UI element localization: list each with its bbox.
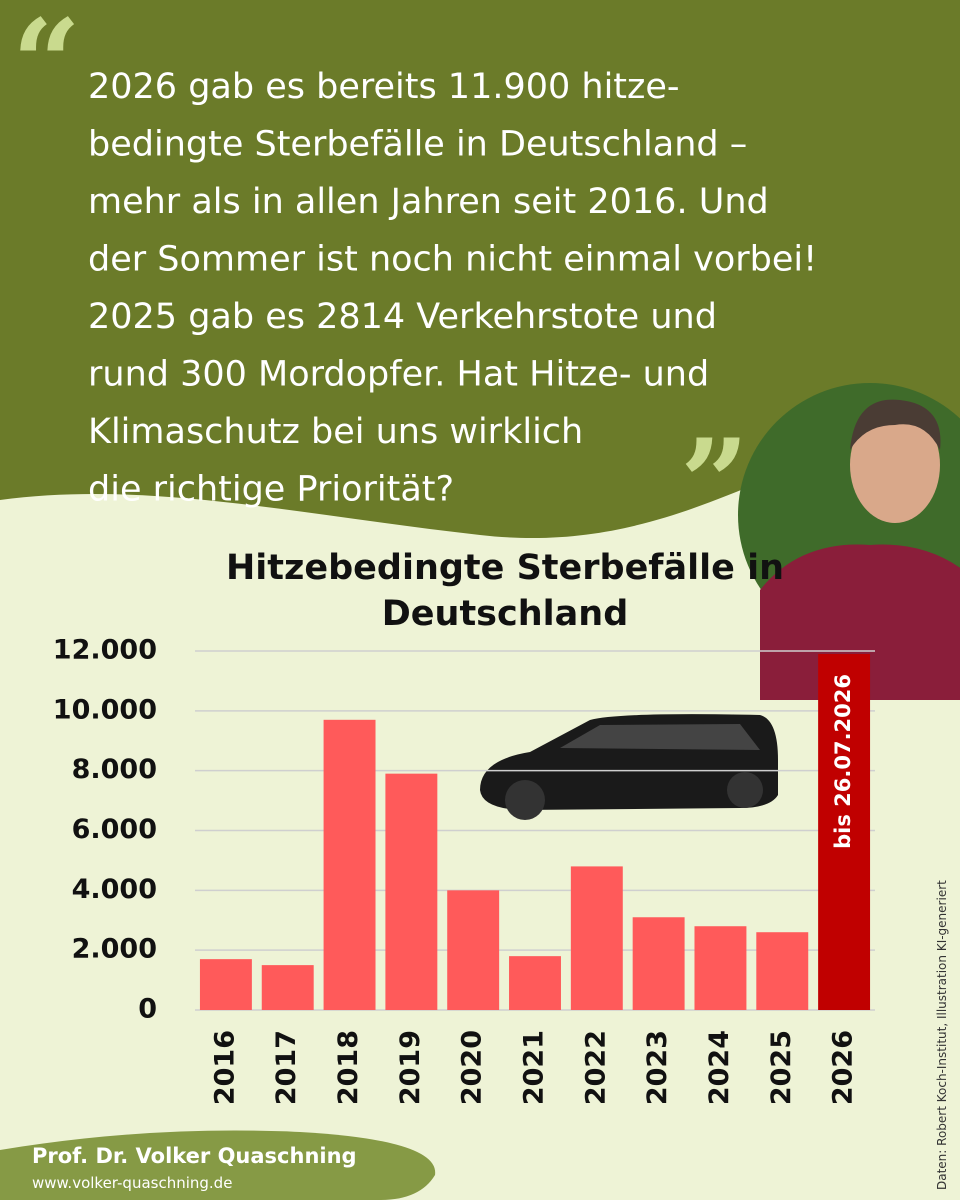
bar bbox=[447, 890, 500, 1010]
chart-title: Hitzebedingte Sterbefälle in Deutschland bbox=[225, 548, 784, 634]
quote-line: mehr als in allen Jahren seit 2016. Und bbox=[88, 182, 769, 222]
quote-line: Klimaschutz bei uns wirklich bbox=[88, 412, 583, 452]
quote-line: bedingte Sterbefälle in Deutschland – bbox=[88, 125, 747, 165]
x-tick-label: 2017 bbox=[271, 1030, 302, 1105]
x-tick-label: 2016 bbox=[209, 1030, 240, 1105]
y-tick-label: 0 bbox=[138, 994, 157, 1025]
bar bbox=[261, 965, 314, 1010]
quote-line: rund 300 Mordopfer. Hat Hitze- und bbox=[88, 355, 709, 395]
bar bbox=[818, 653, 871, 1010]
bar-annotation: bis 26.07.2026 bbox=[831, 674, 855, 849]
bar bbox=[509, 956, 561, 1010]
portrait bbox=[738, 383, 960, 700]
bar bbox=[199, 959, 252, 1010]
x-tick-label: 2025 bbox=[766, 1030, 797, 1105]
x-tick-label: 2020 bbox=[457, 1030, 488, 1105]
bar bbox=[756, 932, 809, 1010]
bar bbox=[570, 866, 623, 1010]
footer-background bbox=[0, 1130, 436, 1200]
quote-line: 2025 gab es 2814 Verkehrstote und bbox=[88, 297, 717, 337]
x-tick-label: 2026 bbox=[828, 1030, 859, 1105]
bar bbox=[632, 917, 685, 1010]
bar bbox=[694, 926, 747, 1010]
x-tick-label: 2023 bbox=[642, 1030, 673, 1105]
x-tick-label: 2019 bbox=[395, 1030, 426, 1105]
y-tick-label: 10.000 bbox=[53, 694, 157, 725]
x-tick-label: 2024 bbox=[704, 1030, 735, 1105]
x-tick-label: 2022 bbox=[580, 1030, 611, 1105]
x-tick-label: 2021 bbox=[519, 1030, 550, 1105]
author-name: Prof. Dr. Volker Quaschning bbox=[32, 1144, 357, 1168]
quote-open: “ bbox=[12, 0, 81, 134]
source-note: Daten: Robert Koch-Institut, Illustratio… bbox=[935, 880, 949, 1190]
y-tick-label: 8.000 bbox=[72, 754, 157, 785]
quote-line: der Sommer ist noch nicht einmal vorbei! bbox=[88, 240, 817, 280]
y-tick-label: 6.000 bbox=[72, 814, 157, 845]
bar bbox=[323, 719, 376, 1010]
hearse-illustration bbox=[480, 714, 778, 820]
header-background bbox=[0, 0, 960, 539]
quote-line: die richtige Priorität? bbox=[88, 470, 454, 510]
y-tick-label: 12.000 bbox=[53, 635, 157, 666]
quote-line: 2026 gab es bereits 11.900 hitze- bbox=[88, 67, 680, 107]
quote-close: ” bbox=[680, 413, 749, 554]
bar bbox=[385, 773, 438, 1010]
x-tick-label: 2018 bbox=[333, 1030, 364, 1105]
y-tick-label: 4.000 bbox=[72, 874, 157, 905]
website: www.volker-quaschning.de bbox=[32, 1174, 232, 1192]
y-tick-label: 2.000 bbox=[72, 934, 157, 965]
